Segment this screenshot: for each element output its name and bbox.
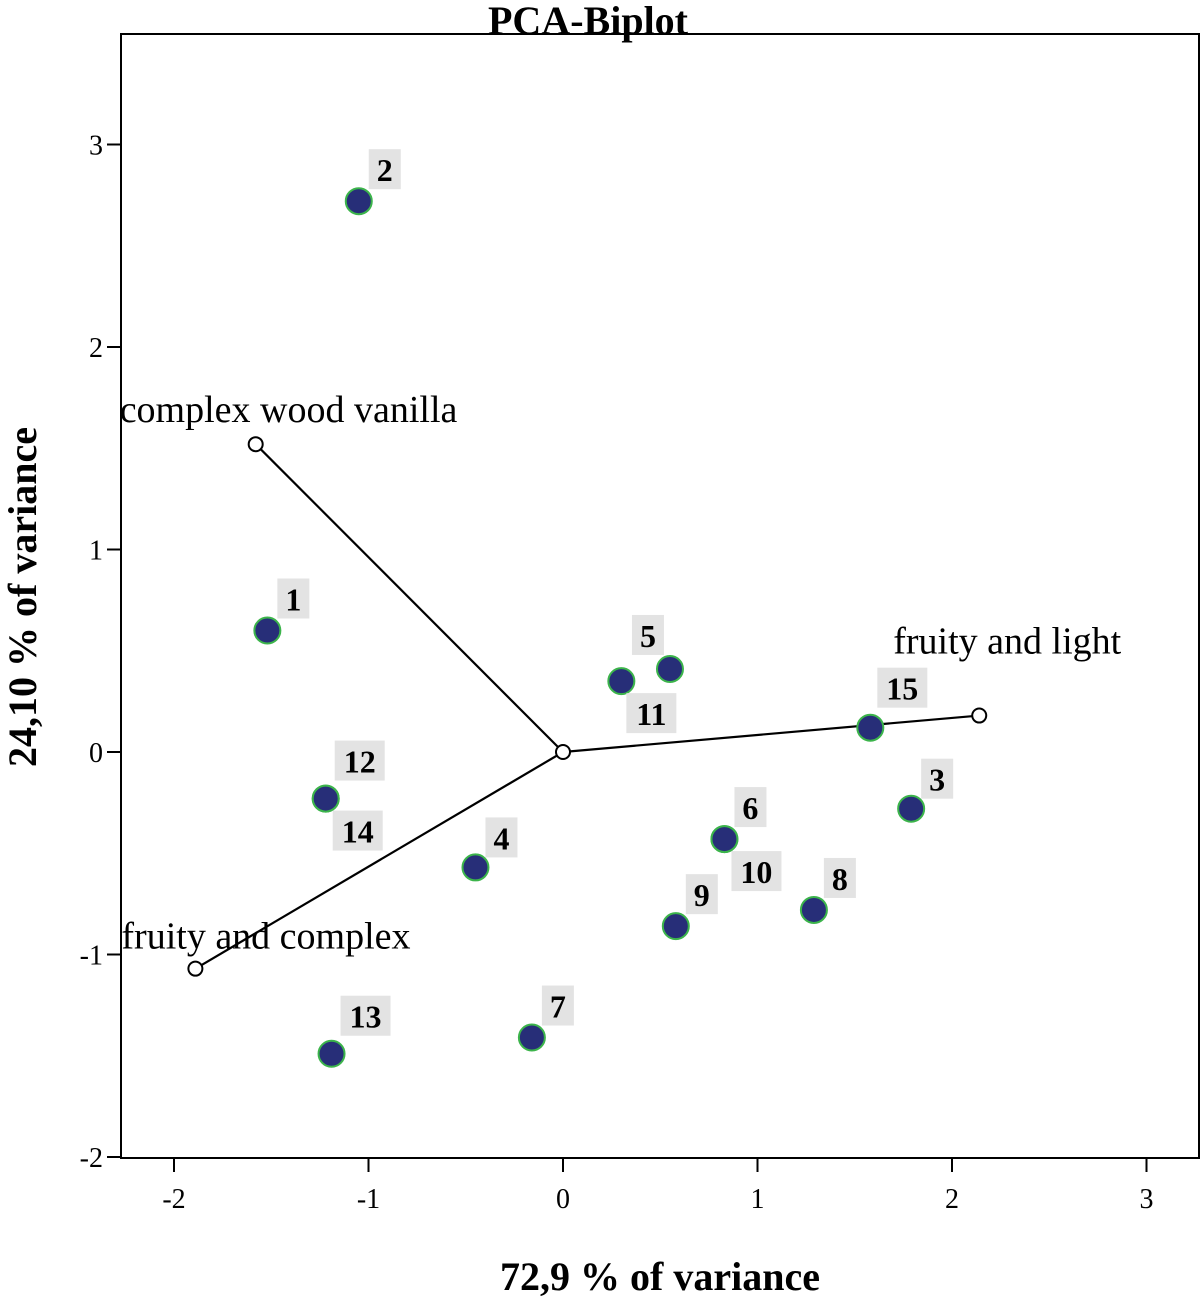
score-point bbox=[897, 794, 926, 823]
x-tick-label: 1 bbox=[751, 1184, 765, 1215]
point-label-background bbox=[877, 667, 928, 708]
score-point bbox=[311, 784, 340, 813]
point-label: 1 bbox=[285, 582, 301, 618]
point-label: 7 bbox=[550, 989, 566, 1025]
loading-vector-endpoint bbox=[187, 960, 204, 977]
x-axis-label: 72,9 % of variance bbox=[500, 1254, 820, 1299]
point-label-background bbox=[631, 614, 664, 655]
point-label-background bbox=[340, 995, 391, 1036]
point-label: 12 bbox=[344, 744, 376, 780]
loading-vector-endpoint bbox=[247, 436, 264, 453]
point-label-background bbox=[921, 758, 954, 799]
point-label-background bbox=[734, 787, 767, 828]
x-tick-label: 2 bbox=[945, 1184, 959, 1215]
score-point bbox=[710, 825, 739, 854]
loading-vector-line bbox=[194, 751, 564, 970]
point-label-background bbox=[626, 693, 677, 734]
point-label-background bbox=[731, 851, 782, 892]
point-label: 8 bbox=[832, 861, 848, 897]
score-point bbox=[607, 667, 636, 696]
point-label: 4 bbox=[493, 820, 509, 856]
y-axis-label: 24,10 % of variance bbox=[0, 427, 45, 767]
x-tick-label: 3 bbox=[1140, 1184, 1154, 1215]
score-point bbox=[317, 1039, 346, 1068]
y-tick-label: -2 bbox=[80, 1143, 103, 1174]
point-label-background bbox=[485, 817, 518, 858]
score-point bbox=[661, 912, 690, 941]
point-label: 2 bbox=[377, 152, 393, 188]
chart-title: PCA-Biplot bbox=[488, 0, 689, 43]
point-label-background bbox=[823, 857, 856, 898]
y-axis-ticks: 3 2 1 0 -1 -2 bbox=[80, 131, 121, 1174]
point-label-background bbox=[277, 578, 310, 619]
point-label: 15 bbox=[886, 671, 918, 707]
origin-marker bbox=[555, 744, 571, 760]
score-point bbox=[655, 654, 684, 683]
x-tick-label: 0 bbox=[556, 1184, 570, 1215]
score-point bbox=[517, 1023, 546, 1052]
x-tick-label: -2 bbox=[162, 1184, 185, 1215]
loading-vector-label: fruity and light bbox=[893, 621, 1121, 663]
point-label-background bbox=[541, 985, 574, 1026]
point-label: 3 bbox=[929, 762, 945, 798]
y-tick-label: 3 bbox=[89, 131, 103, 162]
loading-vector-line bbox=[562, 714, 980, 754]
y-tick-label: 2 bbox=[89, 333, 103, 364]
loading-vectors: complex wood vanilla fruity and light frui… bbox=[120, 389, 1122, 977]
loading-vector-label: fruity and complex bbox=[121, 916, 410, 958]
loading-vector-label: complex wood vanilla bbox=[120, 389, 458, 431]
point-label: 10 bbox=[740, 854, 772, 890]
point-label-background bbox=[334, 740, 385, 781]
point-label: 6 bbox=[742, 790, 758, 826]
score-point bbox=[799, 895, 828, 924]
point-label-background bbox=[332, 810, 383, 851]
loading-vector-endpoint bbox=[971, 707, 988, 724]
point-label-background bbox=[368, 149, 401, 190]
point-label: 11 bbox=[636, 696, 666, 732]
score-point bbox=[344, 187, 373, 216]
y-tick-label: -1 bbox=[80, 941, 103, 972]
score-point bbox=[253, 616, 282, 645]
y-tick-label: 1 bbox=[89, 536, 103, 567]
point-label: 14 bbox=[342, 814, 374, 850]
x-tick-label: -1 bbox=[357, 1184, 380, 1215]
score-point bbox=[461, 853, 490, 882]
point-label-background bbox=[685, 874, 718, 915]
x-axis-ticks: -2 -1 0 1 2 3 bbox=[162, 1158, 1154, 1215]
loading-vector-line bbox=[254, 443, 564, 753]
score-point bbox=[856, 713, 885, 742]
point-label: 9 bbox=[694, 877, 710, 913]
point-label: 13 bbox=[350, 999, 382, 1035]
plot-area-frame bbox=[120, 33, 1200, 1159]
point-label: 5 bbox=[640, 618, 656, 654]
y-tick-label: 0 bbox=[89, 738, 103, 769]
